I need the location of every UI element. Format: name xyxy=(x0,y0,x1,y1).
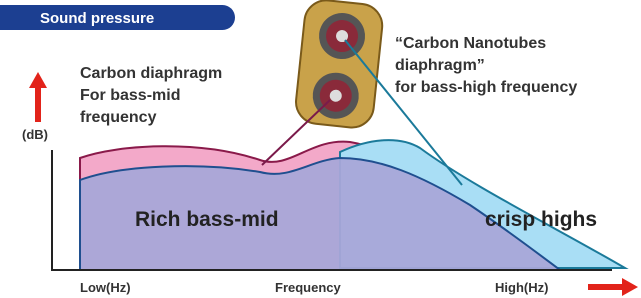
diagram: Sound pressure (dB) Carbon diaphragm For… xyxy=(0,0,641,298)
badge: Sound pressure xyxy=(40,10,154,27)
up-arrow xyxy=(29,72,47,122)
right-arrow xyxy=(588,278,638,296)
right-caption: diaphragm” xyxy=(395,57,485,74)
device xyxy=(294,0,385,130)
right-caption: “Carbon Nanotubes xyxy=(395,35,546,52)
right-caption: for bass-high frequency xyxy=(395,79,577,96)
region-label: Rich bass-mid xyxy=(135,208,279,231)
left-caption: frequency xyxy=(80,109,157,126)
left-caption: Carbon diaphragm xyxy=(80,65,222,82)
x-axis-label: Frequency xyxy=(275,280,342,295)
y-axis-label: (dB) xyxy=(22,127,48,142)
x-axis-label: High(Hz) xyxy=(495,280,548,295)
left-caption: For bass-mid xyxy=(80,87,180,104)
x-axis-label: Low(Hz) xyxy=(80,280,131,295)
region-label: crisp highs xyxy=(485,208,597,231)
